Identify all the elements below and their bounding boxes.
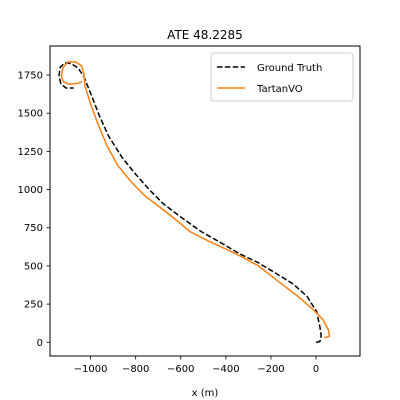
x-axis-label: x (m) [192,388,219,399]
x-tick-label: −1000 [74,364,108,375]
x-tick-label: −800 [122,364,149,375]
legend-label-ground-truth: Ground Truth [257,63,322,74]
legend: Ground Truth TartanVO [211,53,353,101]
y-tick-label: 250 [24,300,43,311]
y-tick-label: 750 [24,223,43,234]
chart-title: ATE 48.2285 [167,28,243,42]
x-tick-label: −200 [257,364,284,375]
y-tick-label: 1250 [18,147,43,158]
y-tick-label: 1500 [18,109,43,120]
x-tick-label: −600 [167,364,194,375]
y-tick-label: 0 [37,338,43,349]
y-tick-label: 500 [24,261,43,272]
x-tick-label: 0 [313,364,319,375]
legend-label-tartanvo: TartanVO [256,84,303,95]
x-tick-label: −400 [212,364,239,375]
y-tick-label: 1000 [18,185,43,196]
y-tick-label: 1750 [18,71,43,82]
